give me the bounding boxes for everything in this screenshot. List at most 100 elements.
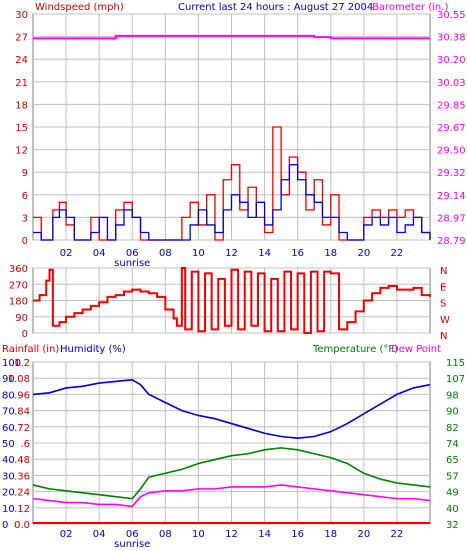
x-tick-label: 08 [159,529,172,540]
y-tick-label-direction: 90 [15,313,28,324]
y-tick-label-humidity: 90 [2,374,15,385]
humidity-axis-title: Humidity (%) [60,344,126,355]
y-tick-label-windspeed: 0 [22,236,28,247]
y-tick-label-temperature: 115 [446,358,465,369]
y-tick-label-barometer: 29.50 [437,146,466,157]
y-tick-label-compass: W [440,315,450,326]
y-tick-label-temperature: 32 [446,520,459,531]
wind-direction-series-line [33,267,431,334]
y-tick-label-humidity: 60 [2,423,15,434]
y-tick-label-barometer: 28.97 [437,213,466,224]
temperature-series-line [32,447,431,500]
x-tick-label: 16 [291,529,304,540]
x-tick-label: 18 [324,529,337,540]
windspeed-axis-title: Windspeed (mph) [35,2,124,13]
y-tick-label-direction: 360 [9,264,28,275]
x-tick-label: 20 [357,248,370,259]
y-tick-label-barometer: 29.67 [437,123,466,134]
chart-title: Current last 24 hours : August 27 2004 [178,2,373,13]
dewpoint-axis-title: Dew Point [391,344,441,355]
y-tick-label-rainfall: .12 [14,504,30,515]
y-tick-label-direction: 180 [9,297,28,308]
x-tick-label: 10 [192,248,205,259]
y-tick-label-windspeed: 24 [15,55,28,66]
barometer-series-line [33,34,430,40]
x-tick-label: 14 [258,529,271,540]
wind-barometer-panel: 0 28.79 3 28.97 6 29.14 9 29.32 12 29.50 15 29.67 18… [15,10,465,269]
x-tick-label: 22 [391,248,404,259]
y-tick-label-windspeed: 21 [15,78,28,89]
y-tick-label-temperature: 49 [446,488,459,499]
y-tick-label-direction: 0 [22,329,28,340]
y-tick-label-barometer: 29.14 [437,191,466,202]
x-tick-label: 12 [225,529,238,540]
x-tick-label: 12 [225,248,238,259]
x-tick-label: 22 [391,529,404,540]
y-tick-label-temperature: 57 [446,471,459,482]
y-tick-label-windspeed: 12 [15,146,28,157]
x-tick-label: 08 [159,248,172,259]
y-tick-label-barometer: 30.38 [437,33,466,44]
y-tick-label-rainfall: .36 [14,471,30,482]
y-tick-label-barometer: 29.32 [437,168,466,179]
y-tick-label-humidity: 30 [2,471,15,482]
y-tick-label-temperature: 90 [446,407,459,418]
y-tick-label-compass: N [440,266,447,277]
y-tick-label-rainfall: .24 [14,488,30,499]
barometer-axis-title: Barometer (in.) [372,2,448,13]
y-tick-label-compass: S [440,299,446,310]
x-tick-label: 06 [126,248,139,259]
y-tick-label-temperature: 107 [446,374,465,385]
sunrise-label: sunrise [114,258,150,269]
y-tick-label-rainfall: 0.0 [14,520,30,531]
y-tick-label-temperature: 65 [446,455,459,466]
y-tick-label-rainfall: .48 [14,455,30,466]
y-tick-label-barometer: 29.85 [437,100,466,111]
wind-gust-series-line [33,126,431,241]
x-tick-label: 02 [60,248,73,259]
y-tick-label-humidity: 10 [2,504,15,515]
y-tick-label-rainfall: .96 [14,390,30,401]
y-tick-label-temperature: 98 [446,390,459,401]
y-tick-label-windspeed: 3 [22,213,28,224]
y-tick-label-windspeed: 30 [15,10,28,21]
y-tick-label-windspeed: 18 [15,100,28,111]
y-tick-label-direction: 270 [9,280,28,291]
y-tick-label-rainfall: 1.2 [14,358,30,369]
y-tick-label-humidity: 20 [2,488,15,499]
temperature-axis-title: Temperature (°F) [312,344,398,355]
y-tick-label-windspeed: 9 [22,168,28,179]
y-tick-label-barometer: 30.20 [437,55,466,66]
wind-avg-series-line [33,164,431,241]
y-tick-label-windspeed: 27 [15,33,28,44]
sunrise-label: sunrise [114,539,150,550]
x-tick-label: 20 [357,529,370,540]
dewpoint-series-line [32,484,431,508]
y-tick-label-humidity: 70 [2,407,15,418]
y-tick-label-rainfall: .84 [14,407,30,418]
y-tick-label-humidity: 50 [2,439,15,450]
x-tick-label: 10 [192,529,205,540]
y-tick-label-humidity: 0 [2,520,8,531]
y-tick-label-humidity: 80 [2,390,15,401]
x-tick-label: 18 [324,248,337,259]
y-tick-label-rainfall: .72 [14,423,30,434]
y-tick-label-humidity: 100 [2,358,21,369]
y-tick-label-temperature: 40 [446,504,459,515]
x-tick-label: 14 [258,248,271,259]
x-tick-label: 06 [126,529,139,540]
x-tick-label: 02 [60,529,73,540]
x-tick-label: 04 [93,529,106,540]
y-tick-label-barometer: 30.55 [437,10,466,21]
y-tick-label-humidity: 40 [2,455,15,466]
humidity-series-line [32,378,431,439]
y-tick-label-temperature: 74 [446,439,459,450]
y-tick-label-barometer: 28.79 [437,236,466,247]
x-tick-label: 16 [291,248,304,259]
y-tick-label-rainfall: 1.08 [8,374,30,385]
y-tick-label-barometer: 30.03 [437,78,466,89]
